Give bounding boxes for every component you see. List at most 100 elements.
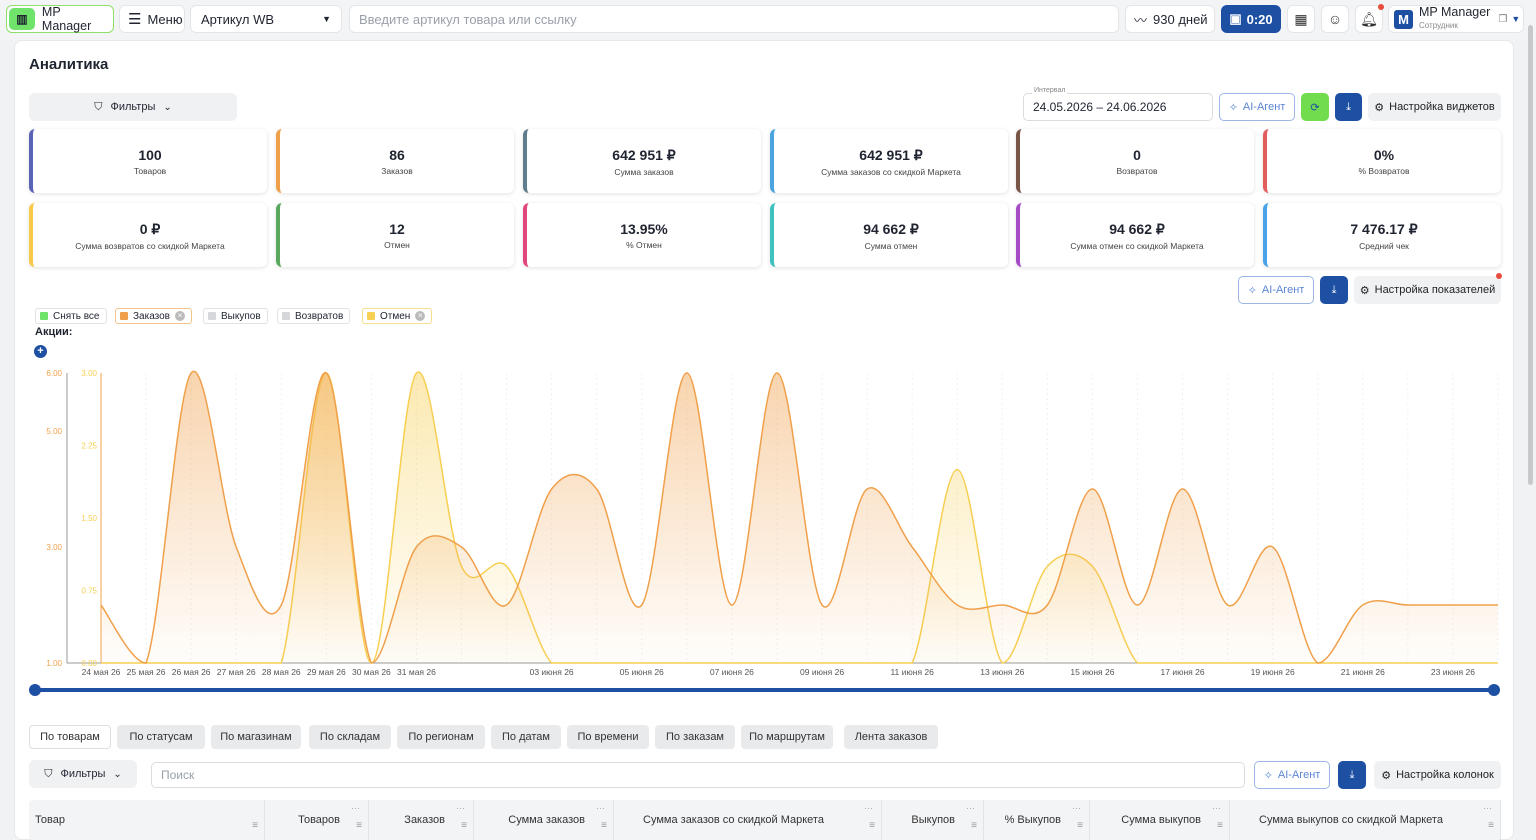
tab[interactable]: По магазинам bbox=[211, 725, 301, 749]
tab[interactable]: По заказам bbox=[655, 725, 735, 749]
indicator-settings-button[interactable]: ⚙ Настройка показателей bbox=[1354, 276, 1501, 304]
ai-agent-label: AI-Агент bbox=[1277, 769, 1321, 781]
refresh-button[interactable]: ⟳ bbox=[1301, 93, 1329, 121]
column-header[interactable]: Товар ≡ bbox=[29, 800, 265, 840]
copy-icon[interactable]: ❐ bbox=[1498, 13, 1508, 25]
column-menu-icon[interactable]: ≡ bbox=[1488, 820, 1494, 831]
article-search-input[interactable]: Введите артикул товара или ссылку bbox=[349, 5, 1119, 33]
column-menu-icon[interactable]: ≡ bbox=[869, 820, 875, 831]
bell-icon[interactable]: 🔔︎ bbox=[1355, 5, 1383, 33]
column-menu-icon[interactable]: ≡ bbox=[1217, 820, 1223, 831]
video-button[interactable]: ▣ 0:20 bbox=[1221, 5, 1281, 33]
close-icon[interactable]: × bbox=[175, 311, 185, 321]
page-scrollbar[interactable] bbox=[1528, 25, 1533, 485]
column-header[interactable]: Сумма выкупов ⋯ ≡ bbox=[1090, 800, 1230, 840]
user-menu[interactable]: M MP Manager Сотрудник ❐ ▼ bbox=[1388, 5, 1524, 33]
legend-orders[interactable]: Заказов × bbox=[115, 308, 192, 324]
y-right-tick-label: 1.50 bbox=[81, 514, 97, 523]
kpi-card: 0 Возвратов bbox=[1016, 129, 1254, 193]
more-icon[interactable]: ⋯ bbox=[1072, 803, 1081, 813]
column-menu-icon[interactable]: ≡ bbox=[461, 820, 467, 831]
tab[interactable]: По регионам bbox=[397, 725, 485, 749]
filter-icon: ⛉ bbox=[94, 100, 103, 113]
table-search-input[interactable]: Поиск bbox=[151, 762, 1245, 788]
ai-agent-button-3[interactable]: ✧ AI-Агент bbox=[1254, 761, 1330, 789]
more-icon[interactable]: ⋯ bbox=[351, 803, 360, 813]
column-menu-icon[interactable]: ≡ bbox=[1077, 820, 1083, 831]
series-line bbox=[100, 370, 1498, 664]
user-avatar: M bbox=[1394, 9, 1413, 29]
legend-buyouts[interactable]: Выкупов bbox=[203, 308, 268, 324]
tab[interactable]: По маршрутам bbox=[741, 725, 833, 749]
more-icon[interactable]: ⋯ bbox=[1483, 803, 1492, 813]
menu-button[interactable]: ☰ Меню bbox=[119, 5, 185, 33]
x-tick-label: 03 июня 26 bbox=[530, 667, 574, 677]
add-promotion-button[interactable]: + bbox=[34, 345, 47, 358]
interval-picker[interactable]: Интервал 24.05.2026 – 24.06.2026 bbox=[1023, 87, 1213, 121]
y-right-tick-label: 3.00 bbox=[81, 369, 97, 378]
calendar-icon[interactable]: ▦ bbox=[1287, 5, 1315, 33]
column-header[interactable]: Сумма выкупов со скидкой Маркета ⋯ ≡ bbox=[1230, 800, 1501, 840]
widget-settings-button[interactable]: ⚙ Настройка виджетов bbox=[1368, 93, 1501, 121]
column-header-label: Сумма заказов со скидкой Маркета bbox=[643, 814, 824, 826]
tab[interactable]: Лента заказов bbox=[844, 725, 938, 749]
article-select[interactable]: Артикул WB ▼ bbox=[190, 5, 342, 33]
table-filters-button[interactable]: ⛉ Фильтры ⌄ bbox=[29, 760, 137, 788]
notification-dot bbox=[1378, 4, 1384, 10]
range-slider-handle-start[interactable] bbox=[29, 684, 41, 696]
column-header[interactable]: Товаров ⋯ ≡ bbox=[265, 800, 369, 840]
more-icon[interactable]: ⋯ bbox=[966, 803, 975, 813]
kpi-value: 100 bbox=[138, 147, 162, 163]
more-icon[interactable]: ⋯ bbox=[456, 803, 465, 813]
ai-agent-button-2[interactable]: ✧ AI-Агент bbox=[1238, 276, 1314, 304]
tab[interactable]: По датам bbox=[491, 725, 561, 749]
series-area bbox=[101, 371, 1498, 663]
smile-icon[interactable]: ☺ bbox=[1321, 5, 1349, 33]
download-button-2[interactable]: ⤓ bbox=[1320, 276, 1348, 304]
interval-value: 24.05.2026 – 24.06.2026 bbox=[1033, 100, 1167, 114]
more-icon[interactable]: ⋯ bbox=[864, 803, 873, 813]
column-header-label: % Выкупов bbox=[1004, 814, 1061, 826]
column-settings-button[interactable]: ⚙ Настройка колонок bbox=[1374, 761, 1501, 789]
kpi-value: 0 bbox=[1133, 147, 1141, 163]
ai-agent-button[interactable]: ✧ AI-Агент bbox=[1219, 93, 1295, 121]
download-icon: ⤓ bbox=[1331, 283, 1337, 296]
download-button-3[interactable]: ⤓ bbox=[1338, 761, 1366, 789]
download-button[interactable]: ⤓ bbox=[1335, 93, 1362, 121]
tab[interactable]: По статусам bbox=[117, 725, 205, 749]
y-left-tick-label: 5.00 bbox=[46, 427, 62, 436]
column-header[interactable]: Выкупов ⋯ ≡ bbox=[882, 800, 984, 840]
tab[interactable]: По складам bbox=[309, 725, 391, 749]
x-tick-label: 13 июня 26 bbox=[980, 667, 1024, 677]
column-header[interactable]: Заказов ⋯ ≡ bbox=[369, 800, 474, 840]
more-icon[interactable]: ⋯ bbox=[1212, 803, 1221, 813]
column-menu-icon[interactable]: ≡ bbox=[356, 820, 362, 831]
legend-cancels[interactable]: Отмен × bbox=[362, 308, 433, 324]
legend-clear-all[interactable]: Снять все bbox=[35, 308, 107, 324]
days-button[interactable]: 〰 930 дней bbox=[1125, 5, 1215, 33]
top-bar: ▥ MP Manager ☰ Меню Артикул WB ▼ Введите… bbox=[0, 0, 1536, 40]
column-menu-icon[interactable]: ≡ bbox=[601, 820, 607, 831]
column-header[interactable]: % Выкупов ⋯ ≡ bbox=[984, 800, 1090, 840]
column-header[interactable]: Сумма заказов ⋯ ≡ bbox=[474, 800, 614, 840]
x-tick-label: 07 июня 26 bbox=[710, 667, 754, 677]
column-menu-icon[interactable]: ≡ bbox=[971, 820, 977, 831]
tab[interactable]: По товарам bbox=[29, 725, 111, 749]
legend-returns[interactable]: Возвратов bbox=[277, 308, 351, 324]
kpi-card: 13.95% % Отмен bbox=[523, 203, 761, 267]
logo-button[interactable]: ▥ MP Manager bbox=[6, 5, 114, 33]
download-icon: ⤓ bbox=[1349, 768, 1355, 781]
logo-icon: ▥ bbox=[9, 8, 35, 30]
column-header-label: Товаров bbox=[298, 814, 340, 826]
close-icon[interactable]: × bbox=[415, 311, 426, 321]
column-header[interactable]: Сумма заказов со скидкой Маркета ⋯ ≡ bbox=[614, 800, 882, 840]
y-left-tick-label: 6.00 bbox=[46, 369, 62, 378]
kpi-value: 94 662 ₽ bbox=[1109, 221, 1165, 237]
kpi-label: % Отмен bbox=[626, 240, 662, 250]
x-tick-label: 11 июня 26 bbox=[890, 667, 934, 677]
column-menu-icon[interactable]: ≡ bbox=[252, 820, 258, 831]
more-icon[interactable]: ⋯ bbox=[596, 803, 605, 813]
filters-button[interactable]: ⛉ Фильтры ⌄ bbox=[29, 93, 237, 121]
range-slider-handle-end[interactable] bbox=[1488, 684, 1500, 696]
tab[interactable]: По времени bbox=[567, 725, 649, 749]
